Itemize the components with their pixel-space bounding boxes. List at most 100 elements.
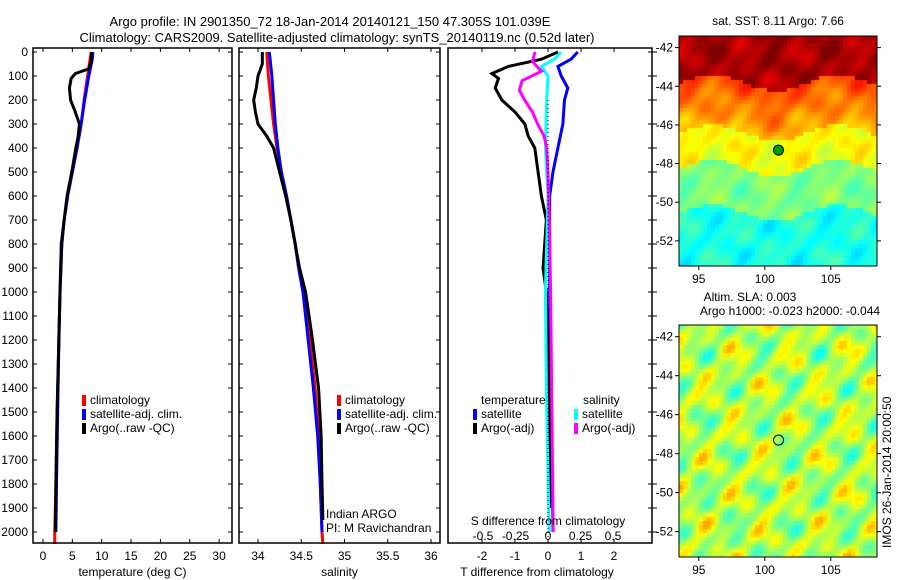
- y-tick-label: -48: [656, 157, 674, 171]
- x-tick-label: 100: [755, 272, 775, 286]
- x-tick-label: 105: [821, 272, 841, 286]
- y-tick-label: 600: [8, 189, 28, 203]
- y-tick-label: -48: [656, 447, 674, 461]
- x-tick-label: 34.5: [290, 549, 314, 563]
- y-tick-label: 500: [8, 165, 28, 179]
- map-frame: [678, 35, 878, 267]
- x-tick-label: 36: [424, 549, 438, 563]
- legend-swatch: [337, 409, 341, 420]
- legend-label: Argo(..raw -QC): [345, 421, 430, 435]
- y-tick-label: -44: [656, 79, 674, 93]
- legend-label: satellite: [582, 407, 623, 421]
- x2-tick-label: -0.25: [502, 529, 530, 543]
- annotation-text: PI: M Ravichandran: [326, 521, 431, 535]
- legend-swatch: [473, 423, 477, 434]
- legend-swatch: [337, 395, 341, 406]
- legend-label: Argo(-adj): [582, 421, 635, 435]
- legend-swatch: [574, 409, 578, 420]
- y-tick-label: 1900: [1, 501, 28, 515]
- y-tick-label: 1800: [1, 477, 28, 491]
- plot-frame: [32, 47, 233, 544]
- y-tick-label: 1000: [1, 285, 28, 299]
- y-tick-label: -50: [656, 195, 674, 209]
- figure-subtitle: Climatology: CARS2009. Satellite-adjuste…: [80, 30, 595, 45]
- y-tick-label: 1700: [1, 453, 28, 467]
- plot-frame: [447, 47, 653, 544]
- sla-map-axes: 95 100 105 -42 -44 -46 -48 -50 -52: [656, 324, 881, 577]
- legend-label: satellite: [481, 407, 522, 421]
- sla-map: [679, 325, 877, 557]
- x2-tick-label: 0.5: [605, 529, 622, 543]
- y-tick-label: 800: [8, 237, 28, 251]
- legend-label: climatology: [90, 393, 150, 407]
- x-tick-label: 20: [154, 549, 168, 563]
- x-axis-label: T difference from climatology: [460, 565, 614, 579]
- x2-tick-label: 0: [545, 529, 552, 543]
- plot-frame: [238, 47, 441, 544]
- series-line-argo-raw-qc-: [252, 52, 325, 521]
- x-tick-label: 1: [578, 549, 585, 563]
- y-tick-label: -50: [656, 486, 674, 500]
- y-tick-label: -46: [656, 408, 674, 422]
- x-tick-label: 100: [755, 563, 775, 577]
- x2-tick-label: 0.25: [569, 529, 593, 543]
- y-tick-label: -52: [656, 234, 674, 248]
- y-tick-label: -42: [656, 330, 674, 344]
- figure-title: Argo profile: IN 2901350_72 18-Jan-2014 …: [110, 14, 551, 29]
- map2-subtitle: Argo h1000: -0.023 h2000: -0.044: [700, 304, 880, 318]
- y-tick-label: -42: [656, 41, 674, 55]
- y-tick-label: 900: [8, 261, 28, 275]
- x-tick-label: 95: [692, 563, 706, 577]
- legend-label: satellite-adj. clim.: [345, 407, 437, 421]
- series-line-salinity-argo-adj-: [517, 51, 555, 533]
- legend-label: satellite-adj. clim.: [90, 407, 182, 421]
- profile-panel-1: 0 5 10 15 20 25 300100200300400500600700800900…: [1, 45, 233, 579]
- x-tick-label: 0: [545, 549, 552, 563]
- y-tick-label: 200: [8, 93, 28, 107]
- x-axis-label: salinity: [321, 565, 358, 579]
- y-tick-label: 1300: [1, 357, 28, 371]
- imos-timestamp: IMOS 26-Jan-2014 20:00:50: [880, 396, 894, 548]
- legend-swatch: [82, 409, 86, 420]
- x-tick-label: 95: [692, 272, 706, 286]
- y-tick-label: 1100: [2, 309, 28, 323]
- x-tick-label: -2: [477, 549, 488, 563]
- legend-title-salinity: salinity: [583, 393, 620, 407]
- argo-location-marker: [773, 144, 785, 156]
- profile-panel-2: 34 34.5 35 35.5 36 salinity climatologysatelli…: [238, 47, 441, 579]
- y-tick-label: 400: [8, 141, 28, 155]
- profile-panel-3: -2 -1 0 1 2 T difference from climatology temp…: [447, 47, 657, 579]
- x-tick-label: 35: [338, 549, 352, 563]
- map1-title: sat. SST: 8.11 Argo: 7.66: [712, 14, 844, 28]
- annotation-text: Indian ARGO: [326, 507, 397, 521]
- y-tick-label: 700: [8, 213, 28, 227]
- y-tick-label: -46: [656, 118, 674, 132]
- legend-swatch: [473, 409, 477, 420]
- map-frame: [678, 324, 878, 558]
- x-tick-label: 0: [40, 549, 47, 563]
- legend-swatch: [574, 423, 578, 434]
- series-line-argo-raw-qc-: [53, 51, 94, 533]
- y-tick-label: 1400: [1, 381, 28, 395]
- x-tick-label: 105: [821, 563, 841, 577]
- legend-swatch: [337, 423, 341, 434]
- sst-map-axes: 95 100 105 -42 -44 -46 -48 -50 -52: [656, 35, 881, 286]
- legend-swatch: [82, 395, 86, 406]
- y-tick-label: -44: [656, 369, 674, 383]
- x-tick-label: 30: [212, 549, 226, 563]
- y-tick-label: 1600: [1, 429, 28, 443]
- legend-title-temperature: temperature: [481, 393, 546, 407]
- panels: 0 5 10 15 20 25 300100200300400500600700800900…: [1, 35, 881, 579]
- y-tick-label: 100: [8, 69, 28, 83]
- x-tick-label: 25: [183, 549, 197, 563]
- y-tick-label: -52: [656, 525, 674, 539]
- x-tick-label: 34: [251, 549, 265, 563]
- map2-title: Altim. SLA: 0.003: [704, 290, 797, 304]
- legend-label: climatology: [345, 393, 405, 407]
- legend-label: Argo(-adj): [481, 421, 534, 435]
- y-tick-label: 1200: [1, 333, 28, 347]
- x-tick-label: 10: [95, 549, 109, 563]
- series-line-satellite-adj-clim-: [267, 51, 324, 533]
